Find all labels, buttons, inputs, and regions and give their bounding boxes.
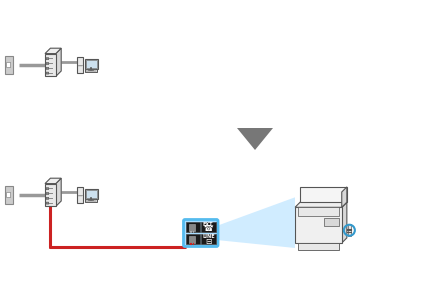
Polygon shape (45, 54, 56, 76)
Polygon shape (76, 187, 83, 202)
Polygon shape (56, 48, 61, 76)
FancyBboxPatch shape (201, 234, 215, 244)
FancyBboxPatch shape (201, 222, 215, 232)
FancyBboxPatch shape (46, 193, 49, 194)
Polygon shape (85, 59, 98, 69)
Polygon shape (342, 202, 347, 243)
FancyBboxPatch shape (186, 222, 200, 232)
Polygon shape (216, 197, 295, 248)
Polygon shape (45, 48, 61, 54)
Polygon shape (85, 70, 96, 72)
Polygon shape (295, 202, 347, 207)
Polygon shape (86, 190, 96, 198)
FancyBboxPatch shape (184, 220, 218, 247)
Polygon shape (5, 186, 13, 204)
Polygon shape (56, 178, 61, 206)
Polygon shape (342, 187, 347, 207)
FancyBboxPatch shape (46, 62, 49, 64)
Polygon shape (76, 57, 83, 73)
Polygon shape (324, 218, 339, 226)
Polygon shape (45, 184, 56, 206)
FancyBboxPatch shape (7, 62, 11, 68)
FancyBboxPatch shape (7, 192, 11, 198)
Polygon shape (298, 207, 339, 216)
Polygon shape (85, 189, 98, 199)
Polygon shape (5, 56, 13, 74)
Polygon shape (237, 128, 273, 150)
Polygon shape (298, 243, 339, 250)
Polygon shape (300, 187, 347, 202)
FancyBboxPatch shape (46, 188, 49, 190)
Text: LINE: LINE (202, 235, 215, 239)
Text: EXT.: EXT. (203, 223, 214, 227)
Polygon shape (348, 224, 351, 236)
FancyBboxPatch shape (46, 72, 49, 74)
FancyBboxPatch shape (46, 58, 49, 60)
FancyBboxPatch shape (186, 234, 200, 244)
Text: ⊟: ⊟ (205, 237, 212, 246)
Polygon shape (295, 207, 342, 243)
Polygon shape (189, 236, 196, 243)
Text: ☎: ☎ (204, 224, 213, 233)
Polygon shape (45, 178, 61, 184)
Polygon shape (86, 60, 96, 68)
Polygon shape (189, 224, 196, 231)
FancyBboxPatch shape (46, 67, 49, 69)
FancyBboxPatch shape (46, 202, 49, 204)
Polygon shape (85, 200, 96, 202)
FancyBboxPatch shape (46, 197, 49, 199)
